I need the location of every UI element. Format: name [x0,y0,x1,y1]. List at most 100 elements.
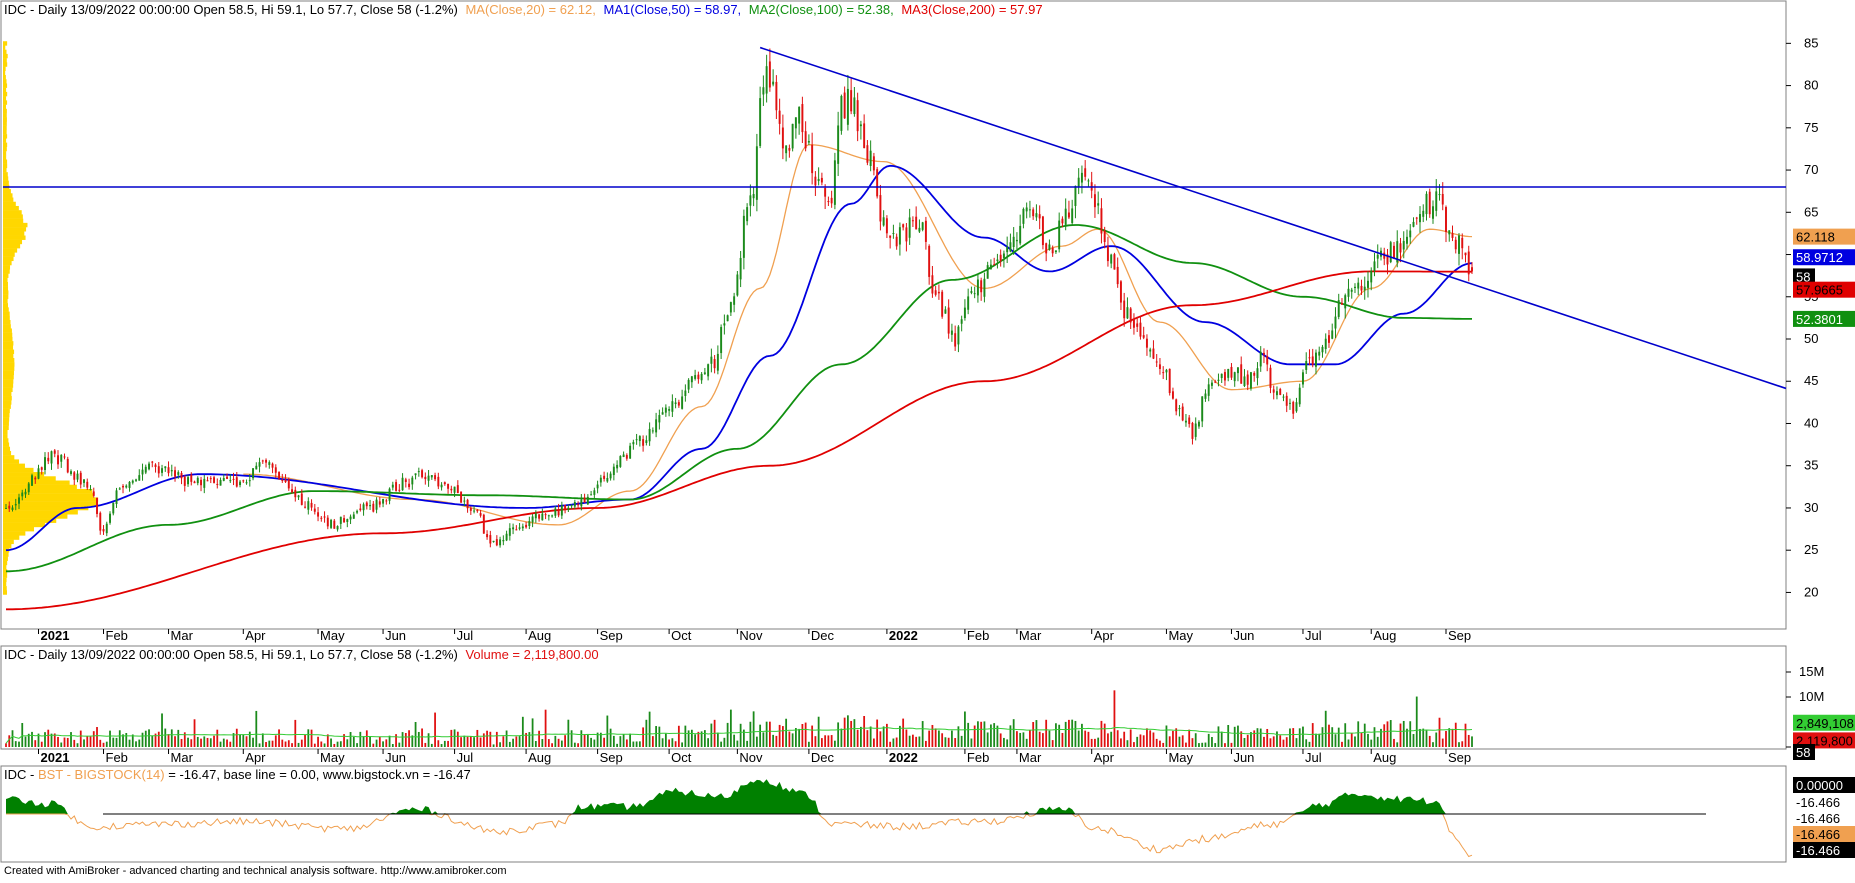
candle-body [1461,237,1464,249]
candle-body [804,131,807,149]
candle-body [21,492,24,497]
candle-body [443,482,446,485]
candle-body [1123,300,1126,319]
vol-close-badge: 58 [1793,744,1815,760]
bst-panel[interactable] [0,765,1787,863]
candle-body [1155,361,1158,363]
candle-body [382,498,385,504]
candle-body [1214,381,1217,383]
candle-body [1184,420,1187,423]
bst-header-prefix: IDC - [4,767,38,782]
candle-body [1080,172,1083,183]
candle-body [1318,351,1321,356]
candle-body [603,475,606,479]
candle-body [908,217,911,238]
ma100-line [6,224,1472,573]
candle-body [690,376,693,383]
price-panel[interactable] [0,0,1787,630]
candle-body [1142,335,1145,338]
y-tick-label: 65 [1804,204,1818,219]
candle-body [372,503,375,512]
candle-body [1178,408,1181,410]
candle-body [395,482,398,491]
candle-body [1093,194,1096,208]
candle-body [863,123,866,149]
x-tick-label: Feb [967,750,989,765]
candle-body [544,514,547,516]
svg-text:62.118: 62.118 [1796,230,1835,245]
candle-body [128,481,131,488]
candle-body [300,493,303,505]
candle-body [242,480,245,482]
candle-body [479,513,482,516]
x-tick-label: Sep [1448,750,1471,765]
candle-body [349,516,352,520]
candle-body [1269,367,1272,388]
svg-text:58: 58 [1796,745,1810,760]
candle-body [213,477,216,483]
x-tick-label: Aug [528,750,551,765]
candle-body [573,502,576,507]
candle-body [336,526,339,530]
candle-body [980,280,983,293]
candle-body [307,501,310,510]
candle-body [278,472,281,479]
candle-body [427,475,430,481]
candle-body [1106,246,1109,262]
candle-body [421,470,424,478]
candle-body [437,476,440,487]
candle-body [616,464,619,469]
candle-body [1389,242,1392,263]
candle-body [1236,367,1239,374]
x-tick-label: Jul [1305,628,1322,643]
bst-indicator [6,779,1706,858]
svg-text:2,849,108: 2,849,108 [1796,716,1854,731]
candle-body [1438,194,1441,196]
y-tick-label: 70 [1804,162,1818,177]
x-tick-label: Aug [1373,750,1396,765]
candle-body [1451,233,1454,238]
candle-body [167,467,170,474]
candle-body [762,87,765,95]
candle-body [37,468,40,479]
y-tick-label: 25 [1804,542,1818,557]
candle-body [1399,243,1402,253]
x-tick-label: Mar [1019,750,1042,765]
candle-body [759,98,762,146]
bst-header: IDC - BST - BIGSTOCK(14) = -16.47, base … [4,767,471,782]
candle-body [1367,280,1369,288]
candle-body [1396,241,1399,263]
candle-body [1110,254,1113,264]
candle-body [447,483,450,489]
candle-body [720,327,723,354]
candle-body [1448,230,1451,235]
candle-body [791,123,794,149]
candle-body [788,147,791,151]
candle-body [1171,391,1174,399]
candle-body [889,235,892,238]
candle-body [203,478,206,488]
candle-body [1292,401,1295,414]
candle-body [651,430,654,432]
candle-body [1087,180,1090,182]
candle-body [853,97,856,115]
vol-tick-label: 15M [1799,664,1824,679]
candle-body [1328,335,1330,343]
candle-body [824,188,827,197]
candle-body [57,455,59,465]
candle-body [619,456,622,467]
candle-body [70,471,72,474]
bst-value-badge-4: -16.466 [1793,842,1855,858]
candle-body [885,218,888,234]
candle-body [1363,286,1366,291]
candle-body [937,291,940,294]
candle-body [1393,245,1395,259]
candle-body [1019,225,1022,244]
candle-body [941,291,944,317]
candle-body [1132,318,1135,328]
candle-body [713,359,716,369]
candle-body [733,296,736,305]
candle-body [697,374,700,380]
candle-body [359,508,362,511]
